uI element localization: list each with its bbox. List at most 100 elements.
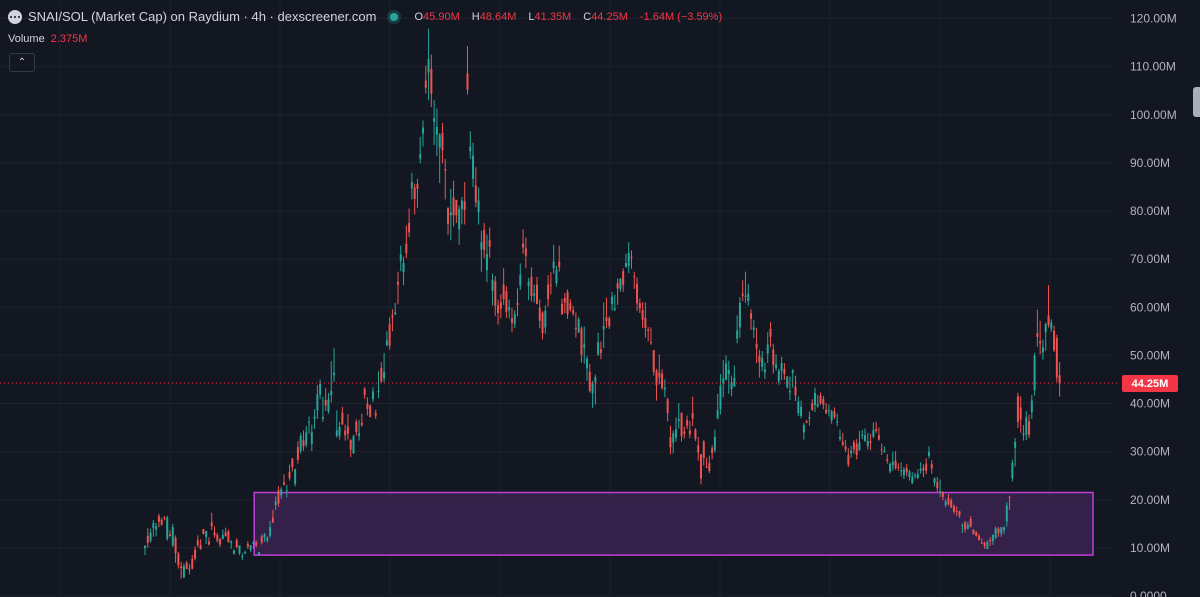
candle-body (702, 441, 705, 458)
price-change: -1.64M (−3.59%) (639, 10, 723, 23)
candle-body (844, 446, 847, 450)
candle-body (613, 308, 616, 310)
side-panel-handle[interactable] (1193, 87, 1200, 117)
candle-body (797, 401, 800, 414)
candle-body (424, 80, 427, 88)
candle-body (455, 199, 458, 216)
candle-body (355, 421, 358, 432)
y-axis-tick-label: 70.00M (1130, 252, 1170, 266)
candle-body (658, 372, 661, 378)
candle-body (238, 545, 241, 554)
collapse-legend-button[interactable]: ⌃ (9, 53, 35, 72)
candle-body (936, 481, 939, 489)
candle-body (549, 284, 552, 286)
ohlc-high: H48.64M (471, 10, 517, 23)
candle-body (219, 539, 222, 545)
candle-body (349, 440, 352, 450)
candle-body (283, 482, 285, 485)
candle-body (591, 382, 594, 394)
more-options-icon[interactable] (8, 9, 22, 24)
candle-body (385, 340, 388, 346)
candle-body (866, 441, 869, 447)
candle-body (705, 467, 708, 469)
candle-body (586, 358, 589, 369)
y-axis-tick-label: 100.00M (1130, 108, 1177, 122)
candle-body (527, 281, 530, 287)
candle-body (611, 296, 614, 304)
candle-body (519, 275, 522, 286)
candle-body (491, 279, 494, 291)
candle-body (508, 307, 511, 311)
candle-body (1003, 527, 1006, 531)
candle-body (232, 550, 235, 554)
candle-body (566, 291, 569, 314)
candle-body (572, 310, 575, 314)
candle-body (469, 146, 472, 152)
candle-body (652, 350, 655, 372)
candle-body (961, 525, 964, 527)
candle-body (319, 383, 322, 395)
candle-body (216, 534, 219, 541)
candle-body (730, 382, 733, 390)
candle-body (775, 364, 778, 368)
candle-body (741, 293, 744, 296)
candle-body (952, 506, 955, 512)
candle-body (944, 501, 947, 506)
candle-body (249, 544, 252, 550)
candle-body (352, 436, 355, 454)
candle-body (541, 312, 544, 334)
candle-body (188, 568, 191, 570)
candle-body (502, 284, 505, 300)
candle-body (405, 243, 408, 254)
candle-body (819, 395, 822, 404)
candle-body (655, 370, 658, 386)
candle-body (649, 341, 652, 343)
candle-body (313, 416, 316, 419)
support-zone-box (253, 491, 1094, 556)
candle-body (213, 532, 216, 536)
candle-body (644, 317, 647, 328)
candle-body (366, 403, 369, 409)
candle-body (574, 327, 577, 329)
candle-body (922, 467, 925, 471)
candle-body (483, 229, 486, 250)
candle-body (830, 411, 833, 421)
candle-body (466, 73, 469, 90)
candle-body (207, 541, 210, 545)
candle-body (544, 310, 547, 328)
candle-body (975, 531, 978, 536)
candle-body (410, 182, 413, 189)
candle-body (327, 399, 330, 412)
candle-body (950, 500, 953, 508)
market-status-icon (390, 12, 399, 21)
candle-body (291, 458, 294, 468)
candle-body (997, 528, 1000, 533)
candle-body (964, 522, 967, 530)
candle-body (1058, 375, 1061, 384)
candle-body (691, 413, 694, 419)
candle-body (485, 253, 488, 271)
candle-body (555, 270, 558, 284)
candle-body (441, 133, 444, 151)
candle-body (505, 291, 508, 313)
candle-body (816, 403, 819, 407)
candle-body (747, 293, 750, 301)
candle-body (416, 184, 419, 189)
candle-body (594, 377, 597, 382)
candle-body (638, 302, 641, 309)
candle-body (897, 467, 900, 469)
candle-body (152, 522, 155, 529)
candle-body (752, 327, 755, 330)
candle-body (269, 527, 272, 536)
candle-body (736, 330, 739, 339)
candle-body (619, 278, 622, 289)
candle-body (408, 223, 411, 233)
candle-body (597, 342, 600, 355)
candle-body (547, 284, 550, 300)
candle-body (777, 370, 780, 382)
candle-body (680, 412, 683, 437)
candle-body (422, 127, 424, 134)
volume-label: Volume (8, 33, 45, 45)
